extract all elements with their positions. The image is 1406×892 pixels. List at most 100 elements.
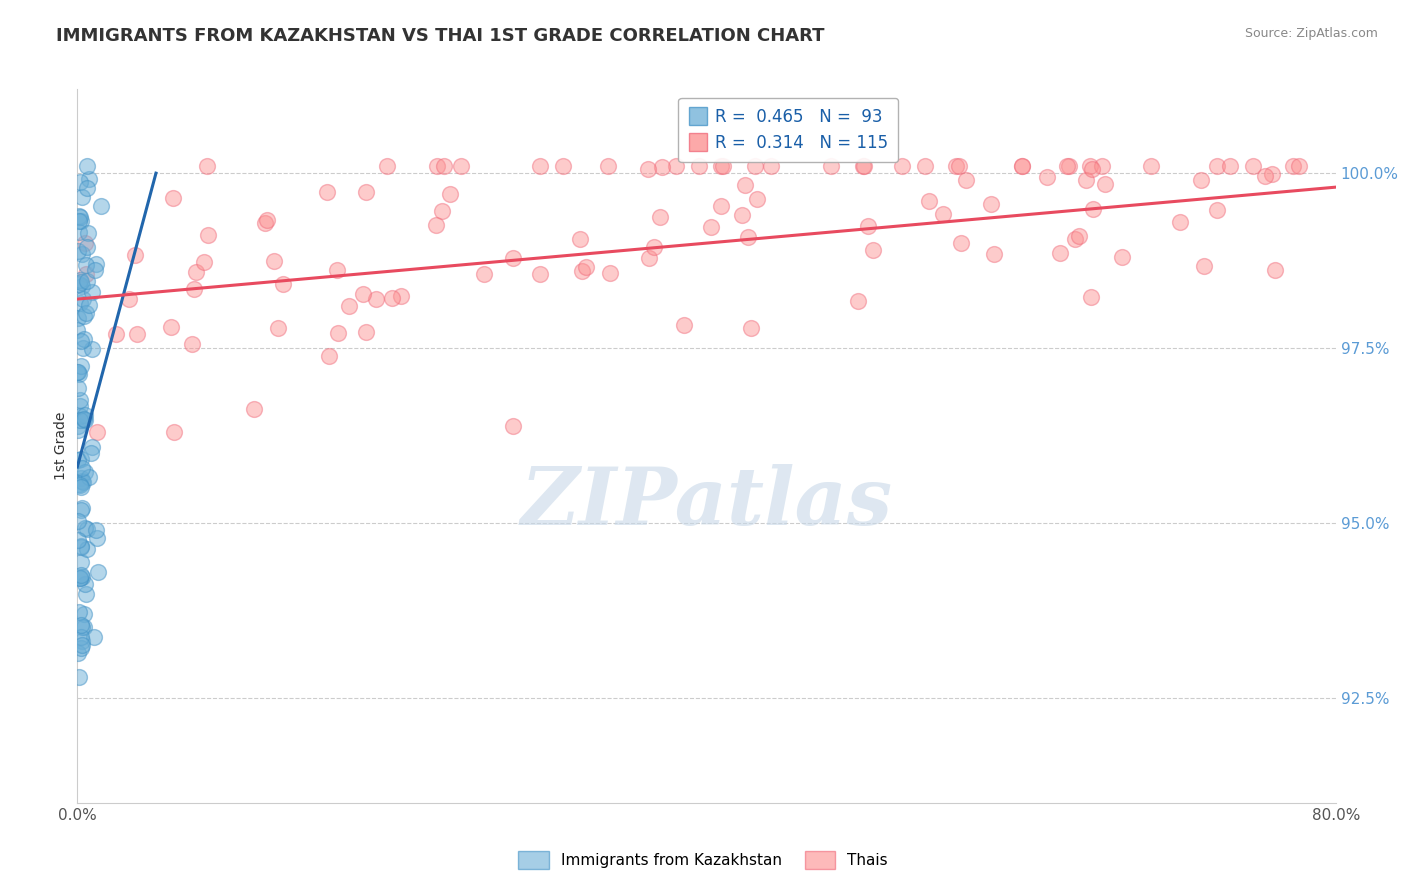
Point xyxy=(69,210,91,224)
Point xyxy=(502,419,524,434)
Point xyxy=(75,306,97,320)
Point xyxy=(77,298,100,312)
Point xyxy=(575,260,598,274)
Point xyxy=(1067,229,1090,244)
Point xyxy=(529,267,551,281)
Point xyxy=(76,181,98,195)
Point xyxy=(84,257,107,271)
Point xyxy=(914,159,936,173)
Point xyxy=(124,248,146,262)
Point xyxy=(76,522,98,536)
Point xyxy=(381,291,404,305)
Point xyxy=(1264,263,1286,277)
Point xyxy=(643,239,665,253)
Point xyxy=(69,393,91,408)
Point xyxy=(713,159,735,173)
Point xyxy=(73,332,96,346)
Point xyxy=(66,418,89,433)
Point xyxy=(66,323,89,337)
Point xyxy=(76,239,98,253)
Point xyxy=(69,540,91,554)
Point xyxy=(73,309,96,323)
Point xyxy=(472,267,495,281)
Point xyxy=(162,192,184,206)
Point xyxy=(69,670,91,684)
Point xyxy=(955,172,977,186)
Point xyxy=(69,571,91,585)
Point xyxy=(1139,159,1161,173)
Point xyxy=(72,475,94,489)
Point xyxy=(73,607,96,621)
Point xyxy=(197,228,219,243)
Point xyxy=(75,268,97,282)
Point xyxy=(1111,250,1133,264)
Point xyxy=(70,539,93,553)
Point xyxy=(598,159,620,173)
Point xyxy=(1091,159,1114,173)
Point xyxy=(163,425,186,439)
Point xyxy=(425,218,447,232)
Point xyxy=(76,226,98,240)
Text: IMMIGRANTS FROM KAZAKHSTAN VS THAI 1ST GRADE CORRELATION CHART: IMMIGRANTS FROM KAZAKHSTAN VS THAI 1ST G… xyxy=(56,27,825,45)
Point xyxy=(73,620,96,634)
Point xyxy=(1064,232,1087,246)
Point xyxy=(366,292,388,306)
Legend: R =  0.465   N =  93, R =  0.314   N = 115: R = 0.465 N = 93, R = 0.314 N = 115 xyxy=(679,97,898,161)
Point xyxy=(710,159,733,173)
Point xyxy=(73,412,96,426)
Point xyxy=(70,503,93,517)
Point xyxy=(1083,202,1105,216)
Point xyxy=(852,159,875,173)
Point xyxy=(1206,203,1229,218)
Point xyxy=(820,159,842,173)
Point xyxy=(66,365,89,379)
Point xyxy=(688,159,710,173)
Point xyxy=(1189,173,1212,187)
Point xyxy=(1288,159,1310,173)
Point xyxy=(1192,259,1215,273)
Point xyxy=(710,199,733,213)
Point xyxy=(72,247,94,261)
Point xyxy=(1241,159,1264,173)
Point xyxy=(761,159,783,173)
Y-axis label: 1st Grade: 1st Grade xyxy=(55,412,69,480)
Point xyxy=(82,343,104,357)
Point xyxy=(104,327,127,342)
Point xyxy=(70,474,93,488)
Point xyxy=(1011,159,1033,173)
Point xyxy=(70,620,93,634)
Point xyxy=(75,520,97,534)
Point xyxy=(389,288,412,302)
Point xyxy=(426,159,449,173)
Point xyxy=(256,213,278,227)
Point xyxy=(266,321,288,335)
Point xyxy=(67,367,90,381)
Point xyxy=(931,207,953,221)
Point xyxy=(72,292,94,306)
Point xyxy=(70,359,93,373)
Point xyxy=(82,285,104,299)
Point xyxy=(90,199,112,213)
Point xyxy=(160,319,183,334)
Point xyxy=(70,214,93,228)
Point xyxy=(70,638,93,652)
Point xyxy=(67,209,90,223)
Point xyxy=(73,465,96,479)
Point xyxy=(271,277,294,291)
Point xyxy=(439,187,461,202)
Point xyxy=(980,197,1002,211)
Point xyxy=(948,159,970,173)
Point xyxy=(84,263,107,277)
Point xyxy=(1078,159,1101,173)
Point xyxy=(747,192,769,206)
Point xyxy=(699,220,721,235)
Point xyxy=(848,293,870,308)
Point xyxy=(86,531,108,545)
Point xyxy=(69,409,91,424)
Legend: Immigrants from Kazakhstan, Thais: Immigrants from Kazakhstan, Thais xyxy=(512,845,894,875)
Point xyxy=(858,219,880,234)
Point xyxy=(83,630,105,644)
Point xyxy=(945,159,967,173)
Point xyxy=(672,318,695,332)
Point xyxy=(502,252,524,266)
